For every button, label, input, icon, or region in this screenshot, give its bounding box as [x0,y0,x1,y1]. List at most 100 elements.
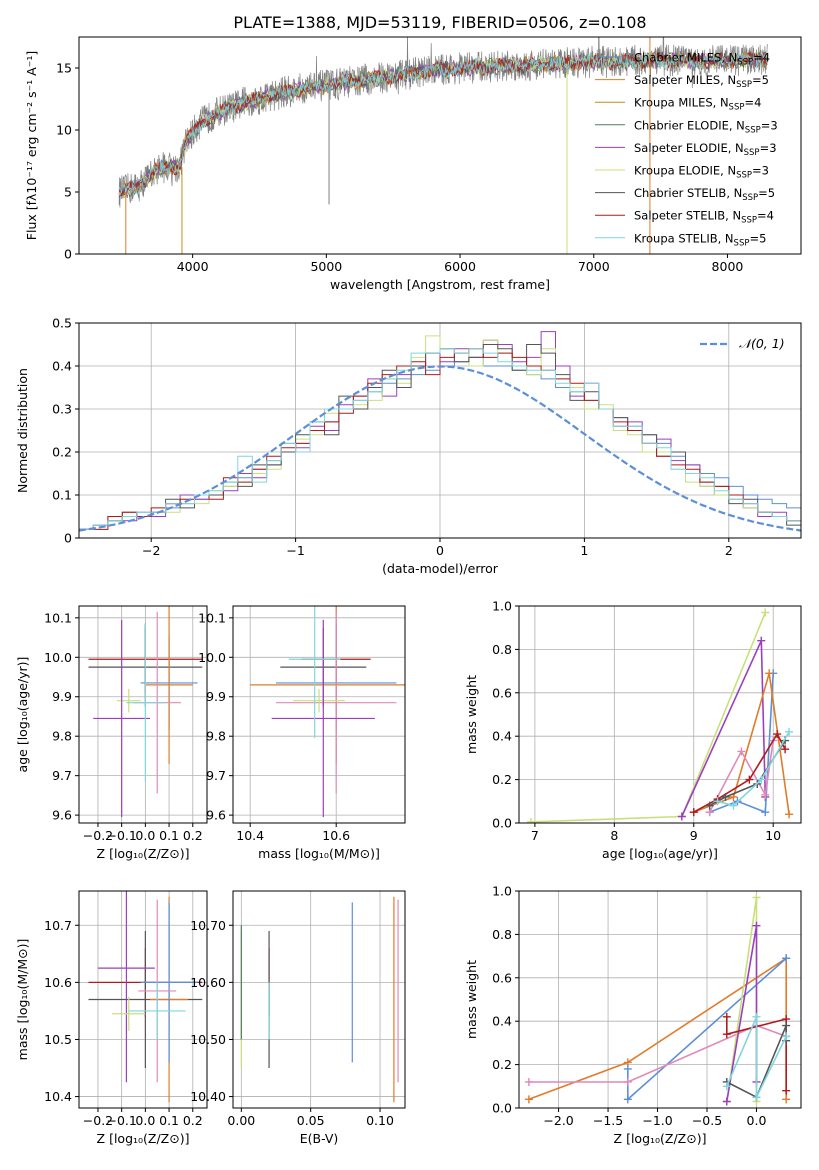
histogram-step-line [79,348,801,530]
x-tick-label: 0.10 [366,1113,394,1128]
mass-weight-point [713,797,722,806]
mass-weight-point [773,730,782,739]
legend-label: Chabrier ELODIE, NSSP=3 [634,118,778,135]
legend-label: 𝒩(0, 1) [739,336,785,351]
y-tick-label: 0.5 [52,316,72,331]
x-tick-label: −1.5 [593,1113,623,1128]
mass-weight-point [782,954,791,963]
y-tick-label: 1.0 [492,884,512,899]
mass-weight-point [689,808,698,817]
x-tick-label: 8000 [712,259,744,274]
mass-weight-line [717,731,790,807]
model-spectrum-line [118,51,768,197]
mass-weight-point [782,1095,791,1104]
y-tick-label: 9.6 [206,808,226,823]
mass-weight-point [761,608,770,617]
mass-weight-point [781,745,790,754]
legend-label-end: =3 [752,164,769,178]
spectrum-plot-area [118,37,768,254]
legend-label-end: =4 [753,51,770,65]
y-tick-label: 0.4 [492,729,512,744]
y-tick-label: 0.0 [492,1101,512,1116]
x-tick-label: 7 [531,828,539,843]
legend-label-sub: SSP [736,80,752,90]
residuals-panel: 𝒩(0, 1) −2 −1 0 1 2 0 0.1 0.2 0.3 0.4 0.5 (data-mode… [15,316,802,576]
y-tick-label: 5 [64,185,72,200]
y-tick-label: 0.2 [492,1057,512,1072]
y-tick-label: 0.8 [492,642,512,657]
age_vs_Z-plot-area [88,606,203,818]
mass_vs_EBV-plot-area [240,896,399,1103]
y-tick-label: 10.0 [44,650,72,665]
x-tick-label: 7000 [578,259,610,274]
y-tick-label: 0.0 [492,816,512,831]
x-tick-label: −2.0 [543,1113,573,1128]
mass-weight-point [722,1012,731,1021]
y-tick-label: 0 [64,531,72,546]
figure-title: PLATE=1388, MJD=53119, FIBERID=0506, z=0… [233,13,646,32]
legend-label-sub: SSP [741,216,757,226]
mass-weight-point [526,817,535,823]
x-tick-label: 0.00 [227,1113,255,1128]
legend-label-sub: SSP [744,148,760,158]
y-tick-label: 9.9 [52,689,72,704]
legend-label-main: Chabrier MILES, N [634,51,737,65]
x-tick-label: 0.2 [183,1113,203,1128]
x-tick-label: −2 [142,543,160,558]
y-tick-label: 10.70 [190,918,226,933]
y-tick-label: 9.8 [206,729,226,744]
mass-weight-line [693,673,790,815]
x-tick-label: 10 [765,828,781,843]
y-tick-label: 10.7 [44,918,72,933]
y-tick-label: 1.0 [492,599,512,614]
plot-frame [232,890,406,1109]
x-tick-label: 0.0 [135,828,155,843]
x-tick-label: −0.1 [106,1113,136,1128]
x-axis-label: Z [log₁₀(Z/Z⊙)] [97,1131,190,1146]
mass-weight-point [623,1064,632,1073]
residuals-plot-area [79,331,801,532]
mass-weight-point [677,812,686,821]
y-tick-label: 0.8 [492,927,512,942]
age_vs_mass-plot-area [250,606,405,818]
mass-weight-point [757,636,766,645]
x-tick-label: −0.5 [692,1113,722,1128]
y-tick-label: 0 [64,247,72,262]
x-tick-label: 10.6 [322,828,350,843]
y-tick-label: 10.50 [190,1032,226,1047]
x-axis-label: wavelength [Angstrom, rest frame] [330,277,550,292]
legend-label-main: Salpeter MILES, N [634,73,736,87]
y-tick-label: 0.6 [492,685,512,700]
weight_vs_Z-panel: −2.0 −1.5 −1.0 −0.5 0.0 0.0 0.2 0.4 0.6 0.8 1.0 Z [… [464,884,802,1146]
mass-weight-point [765,669,774,678]
y-tick-label: 10.6 [44,975,72,990]
y-tick-label: 10.40 [190,1089,226,1104]
weight_vs_Z-plot-area [524,893,791,1106]
mass-weight-point [785,727,794,736]
y-tick-label: 10.0 [198,650,226,665]
model-spectrum-line [118,50,768,198]
legend-label-main: Chabrier ELODIE, N [634,118,745,132]
y-axis-label: mass weight [464,960,479,1039]
x-tick-label: 5000 [310,259,342,274]
plot-frame [78,605,208,824]
mass-weight-line [709,673,774,814]
x-tick-label: −0.2 [83,828,113,843]
plot-frame [518,890,802,1109]
legend-label-end: =5 [752,73,769,87]
mass_vs_EBV-panel: 0.00 0.05 0.10 10.40 10.50 10.60 10.70 E(B-V) [190,890,406,1146]
x-axis-label: E(B-V) [300,1131,339,1146]
x-axis-label: Z [log₁₀(Z/Z⊙)] [97,846,190,861]
mass-weight-point [623,1095,632,1104]
mass-weight-point [757,775,766,784]
x-tick-label: 4000 [177,259,209,274]
plot-frame [78,890,208,1109]
mass-weight-point [524,1077,533,1086]
legend-label: Kroupa ELODIE, NSSP=3 [634,164,769,181]
plot-frame [232,605,406,824]
x-axis-label: mass [log₁₀(M/M⊙)] [258,846,380,861]
weight_vs_age-panel: 7 8 9 10 0.0 0.2 0.4 0.6 0.8 1.0 age [log₁₀(age/yr… [464,599,802,861]
y-tick-label: 10.4 [44,1089,72,1104]
